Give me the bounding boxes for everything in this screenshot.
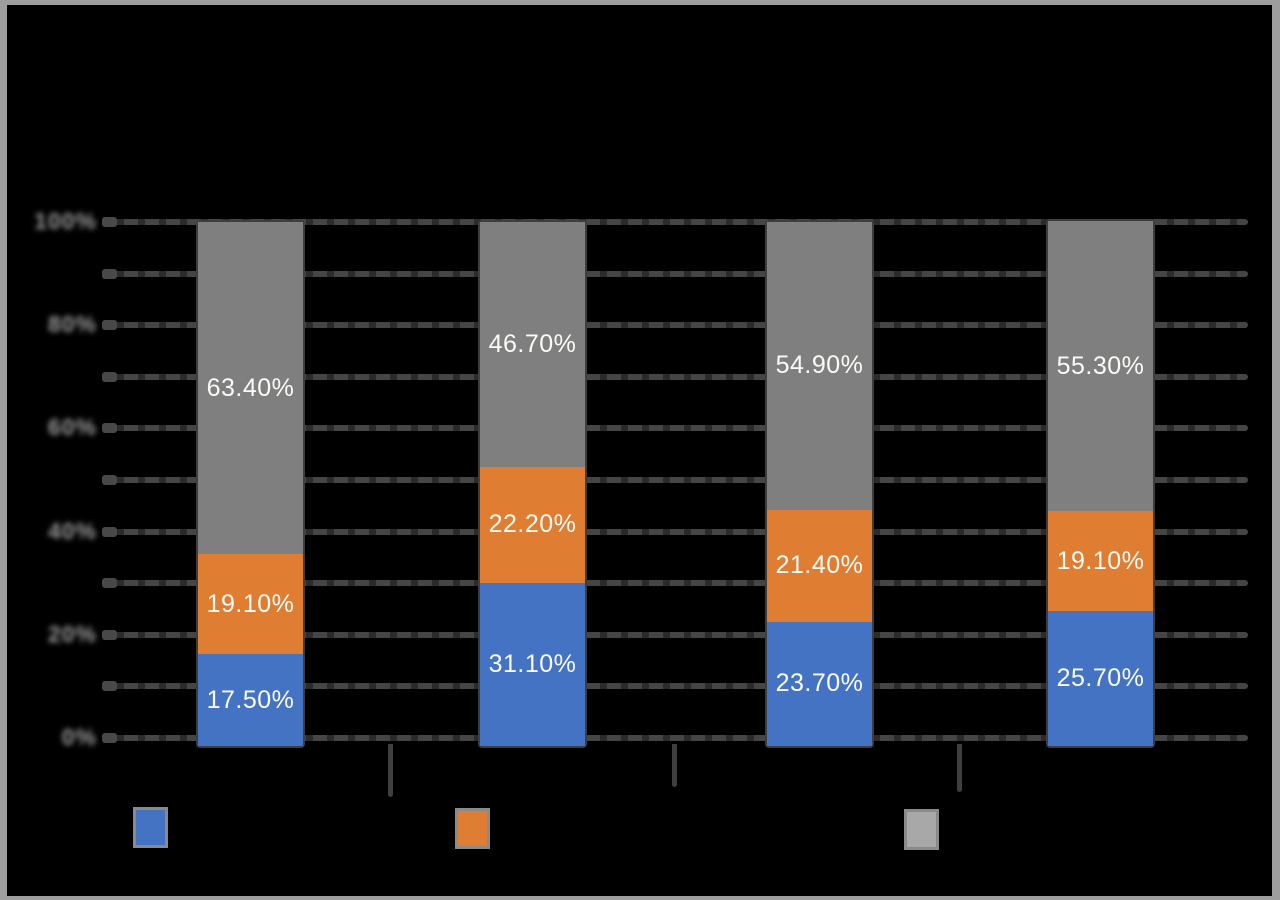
bar-segment: 25.70%: [1048, 611, 1153, 746]
legend-swatch: [133, 807, 168, 848]
data-label: 63.40%: [206, 373, 295, 402]
stacked-bar: 25.70% 19.10% 55.30%: [1046, 219, 1155, 748]
chart-canvas: 100% 80% 60% 40% 20% 0% 17.50% 19.10% 63.40% 31.…: [7, 5, 1272, 896]
data-label: 54.90%: [775, 351, 864, 380]
data-label: 22.20%: [488, 510, 577, 539]
bar-segment: 19.10%: [198, 554, 303, 655]
x-axis-tick: [388, 744, 393, 797]
legend-swatch: [455, 808, 490, 849]
bar-segment: 54.90%: [767, 222, 872, 510]
data-label: 25.70%: [1056, 664, 1145, 693]
gridline: [102, 268, 1248, 279]
bar-segment: 17.50%: [198, 654, 303, 746]
bar-segment: 22.20%: [480, 466, 585, 583]
stacked-bar: 31.10% 22.20% 46.70%: [478, 220, 587, 748]
bar-segment: 55.30%: [1048, 221, 1153, 512]
y-axis-tick-label: 60%: [47, 414, 97, 441]
gridline: [102, 475, 1248, 485]
data-label: 55.30%: [1056, 351, 1145, 380]
data-label: 19.10%: [206, 589, 295, 618]
gridline: [102, 629, 1248, 640]
y-axis-tick-label: 0%: [61, 724, 97, 750]
data-label: 46.70%: [488, 329, 577, 358]
y-axis-tick-label: 80%: [47, 311, 97, 338]
gridline: [102, 681, 1248, 692]
stacked-bar: 23.70% 21.40% 54.90%: [765, 220, 874, 748]
bar-segment: 23.70%: [767, 621, 872, 746]
data-label: 17.50%: [206, 685, 295, 714]
legend-swatch: [904, 809, 939, 850]
gridline: [102, 578, 1248, 589]
gridline: [102, 371, 1248, 382]
data-label: 23.70%: [775, 669, 864, 698]
stacked-bar: 17.50% 19.10% 63.40%: [196, 220, 305, 748]
gridline: [102, 423, 1248, 434]
gridline: [102, 733, 1248, 743]
bar-segment: 21.40%: [767, 509, 872, 622]
data-label: 31.10%: [488, 650, 577, 678]
data-label: 19.10%: [1056, 546, 1145, 575]
data-label: 21.40%: [775, 551, 864, 580]
y-axis-tick-label: 100%: [34, 208, 97, 234]
gridline: [102, 320, 1248, 331]
y-axis-tick-label: 20%: [47, 620, 97, 647]
y-axis-tick-label: 40%: [47, 517, 97, 544]
x-axis-tick: [672, 744, 677, 787]
bar-segment: 63.40%: [198, 222, 303, 555]
bar-segment: 19.10%: [1048, 511, 1153, 612]
x-axis-tick: [957, 744, 962, 792]
gridline: [102, 217, 1248, 227]
gridline: [102, 526, 1248, 537]
bar-segment: 46.70%: [480, 222, 585, 467]
bar-segment: 31.10%: [480, 583, 585, 746]
